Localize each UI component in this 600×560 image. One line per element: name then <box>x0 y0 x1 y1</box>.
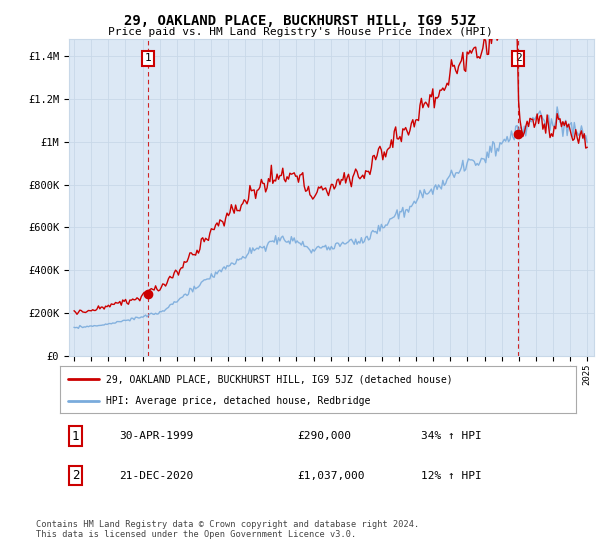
Text: 1: 1 <box>72 430 79 442</box>
Text: 34% ↑ HPI: 34% ↑ HPI <box>421 431 482 441</box>
Text: 30-APR-1999: 30-APR-1999 <box>119 431 194 441</box>
Text: 2: 2 <box>515 53 521 63</box>
Text: Price paid vs. HM Land Registry's House Price Index (HPI): Price paid vs. HM Land Registry's House … <box>107 27 493 37</box>
Text: £1,037,000: £1,037,000 <box>298 471 365 481</box>
Text: 29, OAKLAND PLACE, BUCKHURST HILL, IG9 5JZ: 29, OAKLAND PLACE, BUCKHURST HILL, IG9 5… <box>124 14 476 28</box>
Text: 1: 1 <box>145 53 152 63</box>
Text: Contains HM Land Registry data © Crown copyright and database right 2024.
This d: Contains HM Land Registry data © Crown c… <box>36 520 419 539</box>
Text: 2: 2 <box>72 469 79 482</box>
Text: 29, OAKLAND PLACE, BUCKHURST HILL, IG9 5JZ (detached house): 29, OAKLAND PLACE, BUCKHURST HILL, IG9 5… <box>106 374 453 384</box>
Text: 21-DEC-2020: 21-DEC-2020 <box>119 471 194 481</box>
Text: 12% ↑ HPI: 12% ↑ HPI <box>421 471 482 481</box>
Text: £290,000: £290,000 <box>298 431 352 441</box>
Text: HPI: Average price, detached house, Redbridge: HPI: Average price, detached house, Redb… <box>106 396 371 407</box>
